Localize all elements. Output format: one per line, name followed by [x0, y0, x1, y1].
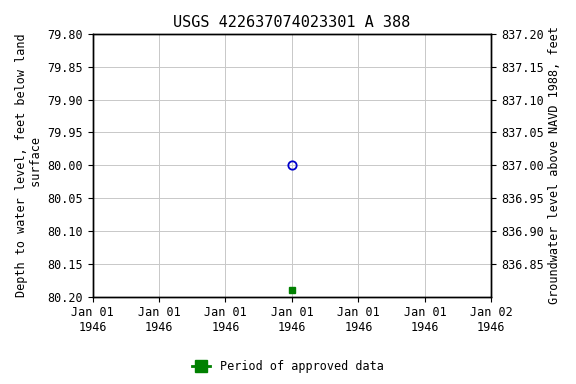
Legend: Period of approved data: Period of approved data — [188, 356, 388, 378]
Y-axis label: Groundwater level above NAVD 1988, feet: Groundwater level above NAVD 1988, feet — [548, 26, 561, 304]
Y-axis label: Depth to water level, feet below land
 surface: Depth to water level, feet below land su… — [15, 33, 43, 297]
Title: USGS 422637074023301 A 388: USGS 422637074023301 A 388 — [173, 15, 411, 30]
